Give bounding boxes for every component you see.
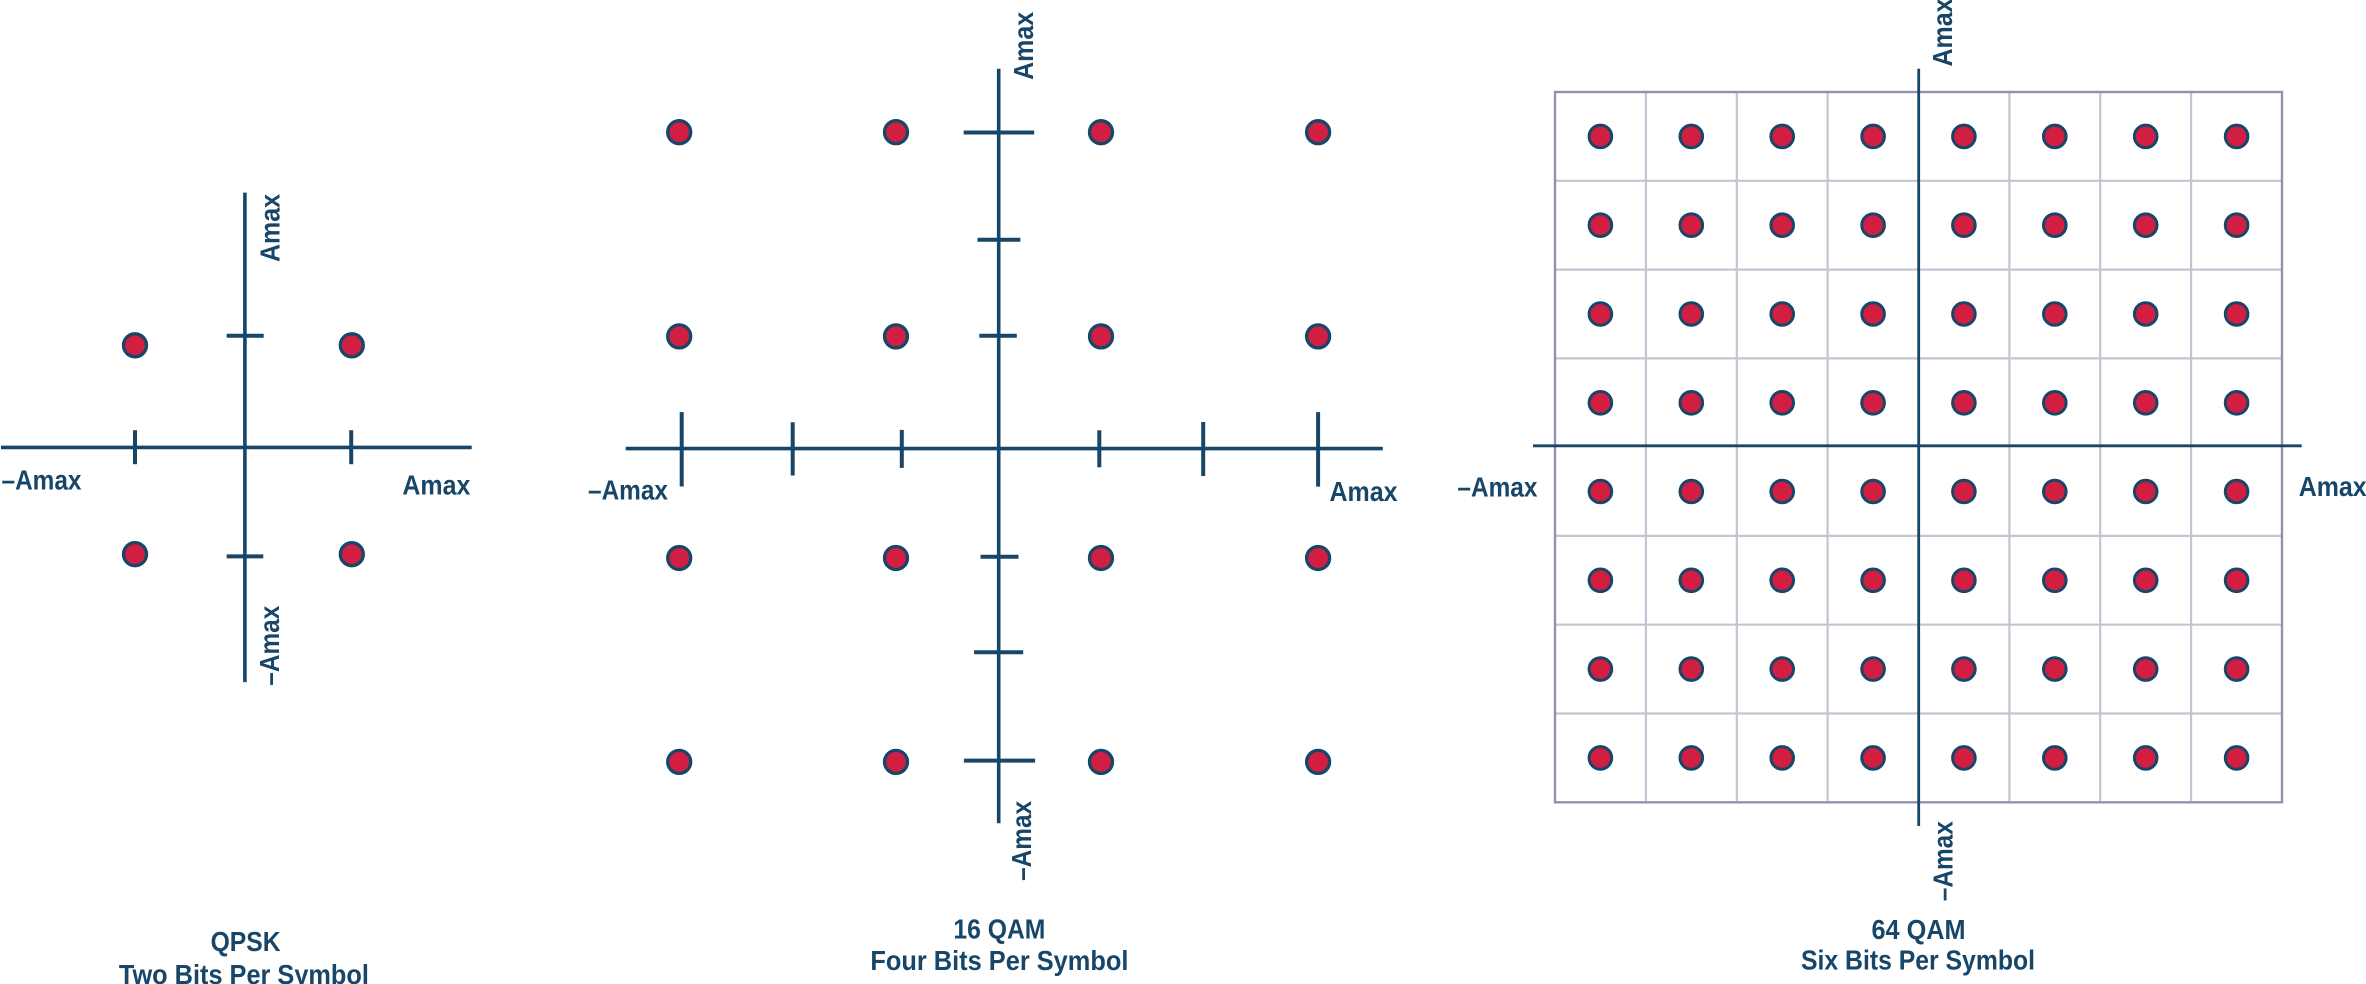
svg-text:–Amax: –Amax xyxy=(1006,801,1037,881)
svg-text:–Amax: –Amax xyxy=(254,605,285,685)
svg-text:QPSK: QPSK xyxy=(211,926,281,957)
svg-text:64 QAM: 64 QAM xyxy=(1872,914,1966,945)
svg-text:–Amax: –Amax xyxy=(1928,821,1959,901)
svg-text:Two Bits Per Symbol: Two Bits Per Symbol xyxy=(119,959,369,984)
svg-text:16 QAM: 16 QAM xyxy=(953,914,1045,945)
svg-text:Amax: Amax xyxy=(1008,12,1039,80)
svg-text:Amax: Amax xyxy=(2299,471,2366,502)
svg-text:Four Bits Per Symbol: Four Bits Per Symbol xyxy=(870,945,1128,976)
svg-text:Amax: Amax xyxy=(402,470,470,501)
svg-text:–Amax: –Amax xyxy=(1457,472,1537,503)
svg-text:–Amax: –Amax xyxy=(588,475,668,506)
svg-text:Amax: Amax xyxy=(1927,0,1958,67)
svg-text:Amax: Amax xyxy=(1330,476,1398,507)
svg-text:–Amax: –Amax xyxy=(2,465,82,496)
svg-text:Six Bits Per Symbol: Six Bits Per Symbol xyxy=(1801,944,2035,975)
svg-text:Amax: Amax xyxy=(255,194,286,262)
